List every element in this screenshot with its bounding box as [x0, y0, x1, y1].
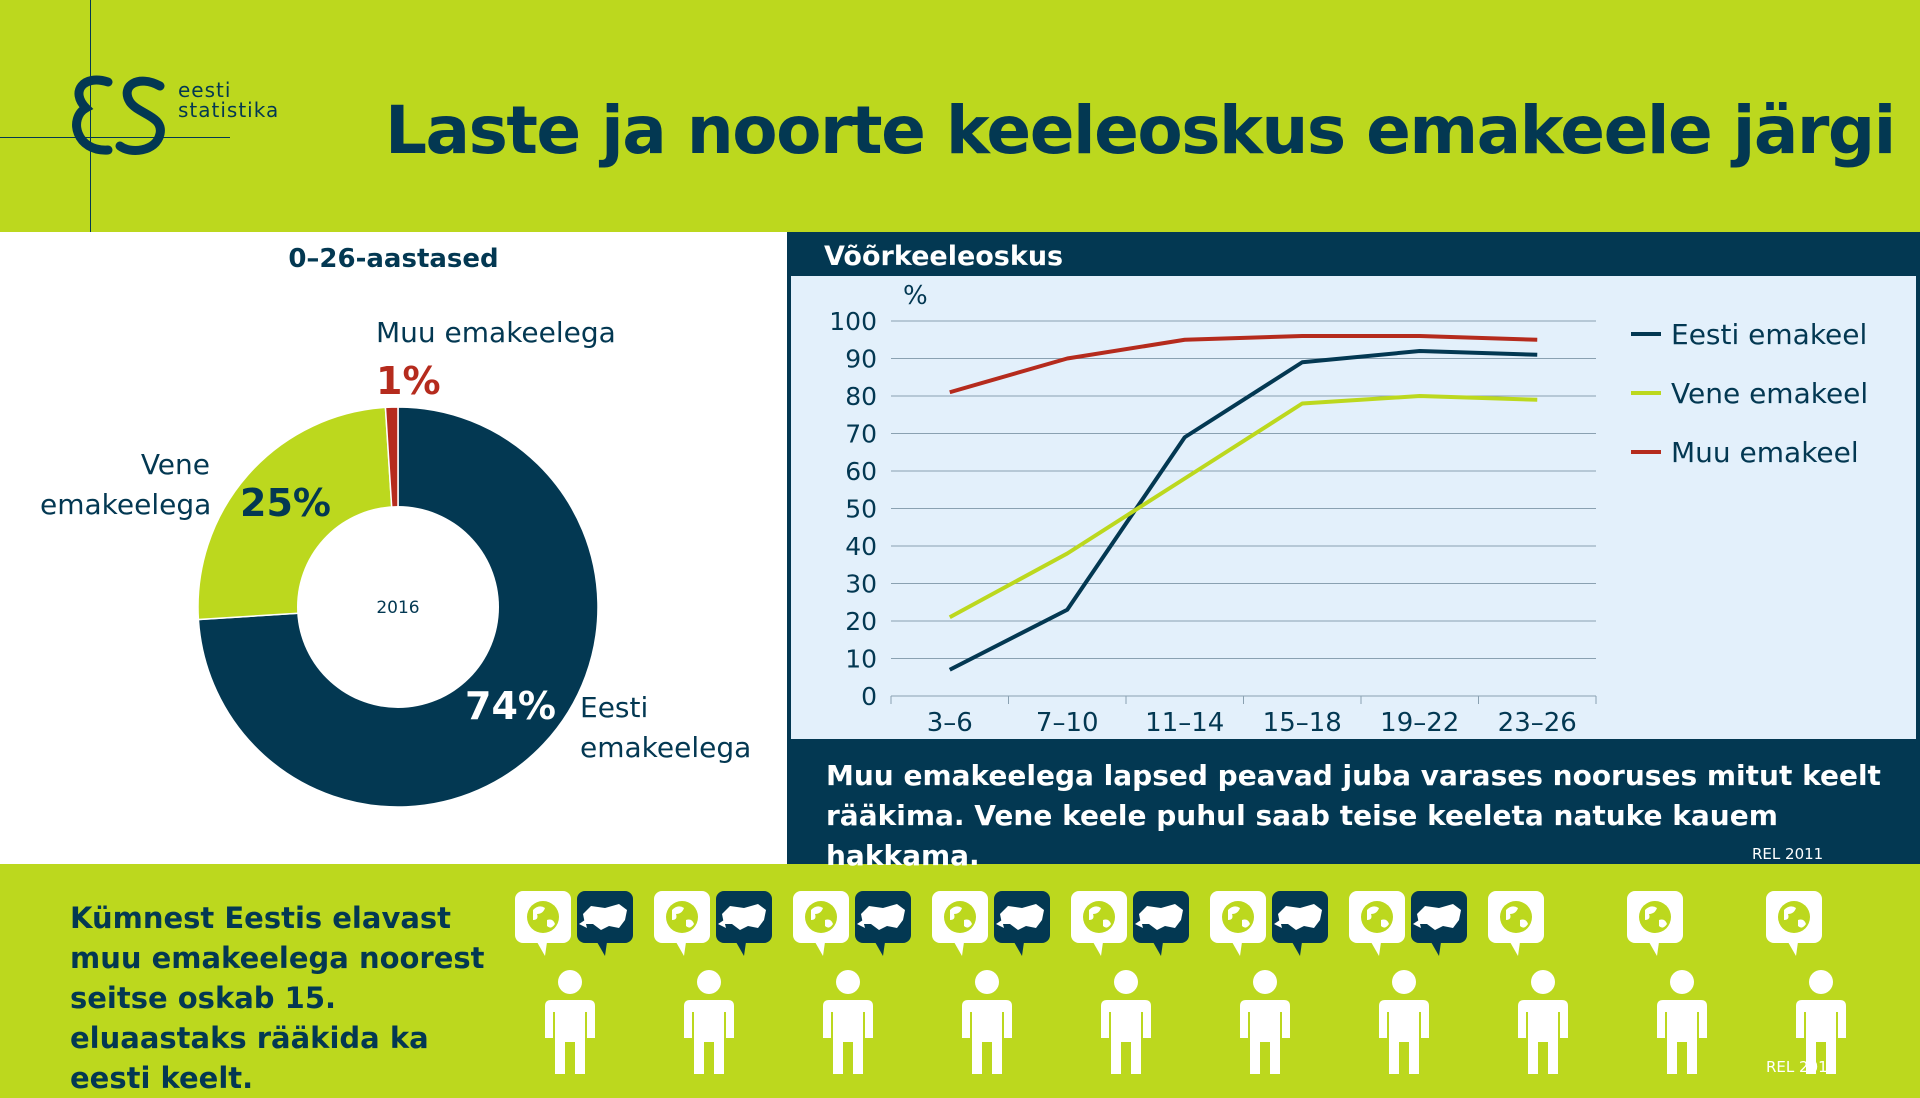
globe-icon — [932, 891, 988, 956]
x-tick-label: 19–22 — [1380, 708, 1459, 738]
person-icon — [1379, 970, 1429, 1074]
y-tick-label: 0 — [861, 682, 877, 711]
person-icon — [823, 970, 873, 1074]
person-group — [1071, 891, 1189, 1074]
slice-label-eesti-line1: Eesti — [580, 691, 649, 724]
estonia-map-icon — [1411, 891, 1467, 956]
legend-label: Eesti emakeel — [1671, 318, 1867, 351]
source-note-bottom: REL 2011 — [1766, 1058, 1838, 1076]
estonia-map-icon — [855, 891, 911, 956]
y-tick-label: 50 — [845, 495, 877, 524]
bottom-statement: Kümnest Eestis elavast muu emakeelega no… — [70, 901, 485, 1095]
slice-label-vene-line1: Vene — [140, 448, 210, 481]
person-group — [793, 891, 911, 1074]
line-chart: 0 10 20 30 40 50 60 70 80 90 100 3–6 7–10 11–14 15–18… — [829, 281, 1868, 738]
person-icon — [1101, 970, 1151, 1074]
globe-icon — [1627, 891, 1683, 956]
person-group — [1627, 891, 1707, 1074]
pie-heading: 0–26-aastased — [288, 244, 499, 274]
person-icon — [1518, 970, 1568, 1074]
line-chart-series — [948, 334, 1538, 672]
series-line-vene — [948, 394, 1538, 620]
person-group — [932, 891, 1050, 1074]
globe-icon — [1488, 891, 1544, 956]
slice-label-vene-line2: emakeelega — [40, 488, 212, 521]
header — [0, 0, 1920, 232]
y-tick-label: 30 — [845, 570, 877, 599]
person-group — [654, 891, 772, 1074]
x-tick-label: 15–18 — [1263, 708, 1342, 738]
y-tick-label: 10 — [845, 645, 877, 674]
logo-text-line2: statistika — [178, 98, 280, 122]
globe-icon — [654, 891, 710, 956]
slice-label-vene: Vene emakeelega — [40, 445, 212, 525]
globe-icon — [793, 891, 849, 956]
logo-crosshair-horizontal — [0, 137, 230, 138]
person-icon — [1240, 970, 1290, 1074]
y-tick-label: 60 — [845, 457, 877, 486]
line-chart-x-ticks: 3–6 7–10 11–14 15–18 19–22 23–26 — [890, 696, 1597, 738]
people-row — [515, 891, 1846, 1074]
y-tick-label: 70 — [845, 420, 877, 449]
logo-crosshair-vertical — [90, 0, 91, 232]
series-line-eesti — [948, 349, 1538, 672]
y-tick-label: 80 — [845, 382, 877, 411]
line-chart-legend: Eesti emakeel Vene emakeel Muu emakeel — [1631, 318, 1868, 469]
logo-text: eesti statistika — [178, 80, 279, 120]
series-line-muu — [949, 334, 1538, 395]
y-tick-label: 20 — [845, 607, 877, 636]
legend-label: Vene emakeel — [1671, 377, 1868, 410]
x-tick-label: 11–14 — [1145, 708, 1224, 738]
page-title: Laste ja noorte keeleoskus emakeele järg… — [385, 92, 1896, 169]
estonia-map-icon — [1272, 891, 1328, 956]
donut-hole — [297, 506, 499, 708]
estonia-map-icon — [1133, 891, 1189, 956]
person-group — [515, 891, 633, 1074]
estonia-map-icon — [994, 891, 1050, 956]
chart-caption: Muu emakeelega lapsed peavad juba varase… — [826, 759, 1881, 872]
line-chart-y-ticks: 0 10 20 30 40 50 60 70 80 90 100 — [829, 307, 877, 711]
y-axis-unit: % — [903, 281, 928, 311]
slice-pct-vene: 25% — [240, 481, 331, 525]
people-pictogram — [515, 891, 1846, 1074]
x-tick-label: 23–26 — [1498, 708, 1577, 738]
slice-label-eesti: Eesti emakeelega — [580, 688, 751, 768]
y-tick-label: 100 — [829, 307, 877, 336]
legend-label: Muu emakeel — [1671, 436, 1859, 469]
estonia-map-icon — [716, 891, 772, 956]
line-chart-title: Võõrkeeleoskus — [824, 241, 1064, 272]
donut-chart: 2016 — [197, 406, 599, 808]
y-tick-label: 40 — [845, 532, 877, 561]
line-chart-plot-background — [791, 276, 1916, 739]
x-tick-label: 7–10 — [1036, 708, 1099, 738]
person-group — [1766, 891, 1846, 1074]
globe-icon — [1071, 891, 1127, 956]
estonia-map-icon — [577, 891, 633, 956]
slice-label-eesti-line2: emakeelega — [580, 731, 752, 764]
person-icon — [684, 970, 734, 1074]
source-note-top: REL 2011 — [1752, 845, 1824, 863]
x-tick-label: 3–6 — [927, 708, 973, 738]
donut-center-label: 2016 — [376, 598, 419, 618]
person-group — [1210, 891, 1328, 1074]
person-icon — [962, 970, 1012, 1074]
y-tick-label: 90 — [845, 345, 877, 374]
globe-icon — [1766, 891, 1822, 956]
slice-pct-eesti: 74% — [465, 684, 556, 728]
person-group — [1349, 891, 1467, 1074]
globe-icon — [1210, 891, 1266, 956]
person-icon — [1796, 970, 1846, 1074]
globe-icon — [1349, 891, 1405, 956]
slice-pct-muu: 1% — [376, 359, 441, 403]
person-group — [1488, 891, 1568, 1074]
person-icon — [1657, 970, 1707, 1074]
person-icon — [545, 970, 595, 1074]
globe-icon — [515, 891, 571, 956]
logo-text-line1: eesti — [178, 78, 232, 102]
slice-label-muu: Muu emakeelega — [376, 316, 616, 349]
statistics-estonia-logo — [72, 75, 165, 155]
